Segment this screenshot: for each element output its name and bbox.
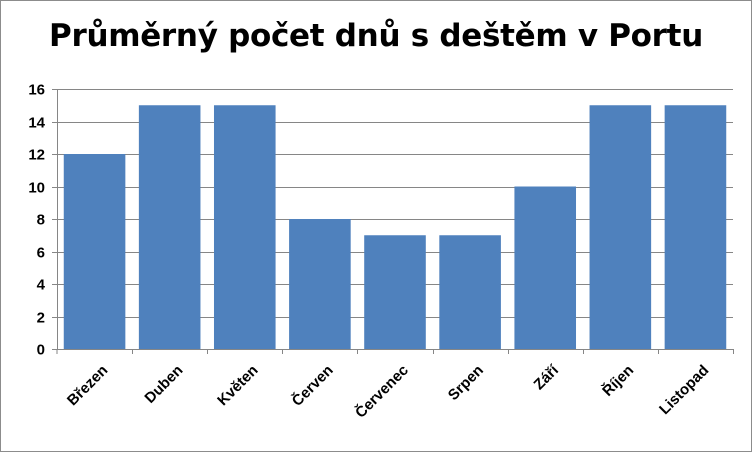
x-tick-labels: Březen Duben Květen Červen Červenec Srpen Září… (64, 361, 712, 421)
x-tick-label: Duben (141, 362, 186, 407)
y-tick-labels: 0 2 4 6 8 10 12 14 16 (28, 82, 45, 359)
bar (439, 235, 501, 349)
x-tick-label: Červenec (351, 361, 411, 421)
x-tick-label: Říjen (598, 361, 637, 400)
bar (514, 186, 577, 349)
bar (289, 219, 351, 349)
x-tick-label: Červen (288, 361, 337, 410)
x-tick-label: Březen (64, 362, 111, 409)
y-tick-label: 0 (37, 342, 45, 359)
x-tick-label: Listopad (656, 362, 712, 418)
chart-title: Průměrný počet dnů s deštěm v Portu (49, 18, 703, 54)
bar (364, 235, 426, 349)
bar (589, 105, 652, 349)
y-tick-label: 8 (37, 212, 45, 229)
y-tick-label: 4 (37, 277, 46, 294)
bar (664, 105, 727, 349)
bar (138, 105, 201, 349)
x-tick-label: Květen (214, 362, 261, 409)
y-tick-label: 6 (37, 245, 45, 262)
y-tick-label: 16 (28, 82, 45, 99)
y-tick-label: 12 (28, 147, 45, 164)
axes (52, 89, 734, 354)
y-tick-label: 10 (28, 180, 45, 197)
x-tick-label: Září (531, 361, 563, 393)
bars (63, 105, 727, 349)
y-tick-label: 14 (28, 115, 45, 132)
x-tick-label: Srpen (445, 362, 487, 404)
bar (213, 105, 276, 349)
y-tick-label: 2 (37, 310, 45, 327)
bar (63, 154, 126, 349)
